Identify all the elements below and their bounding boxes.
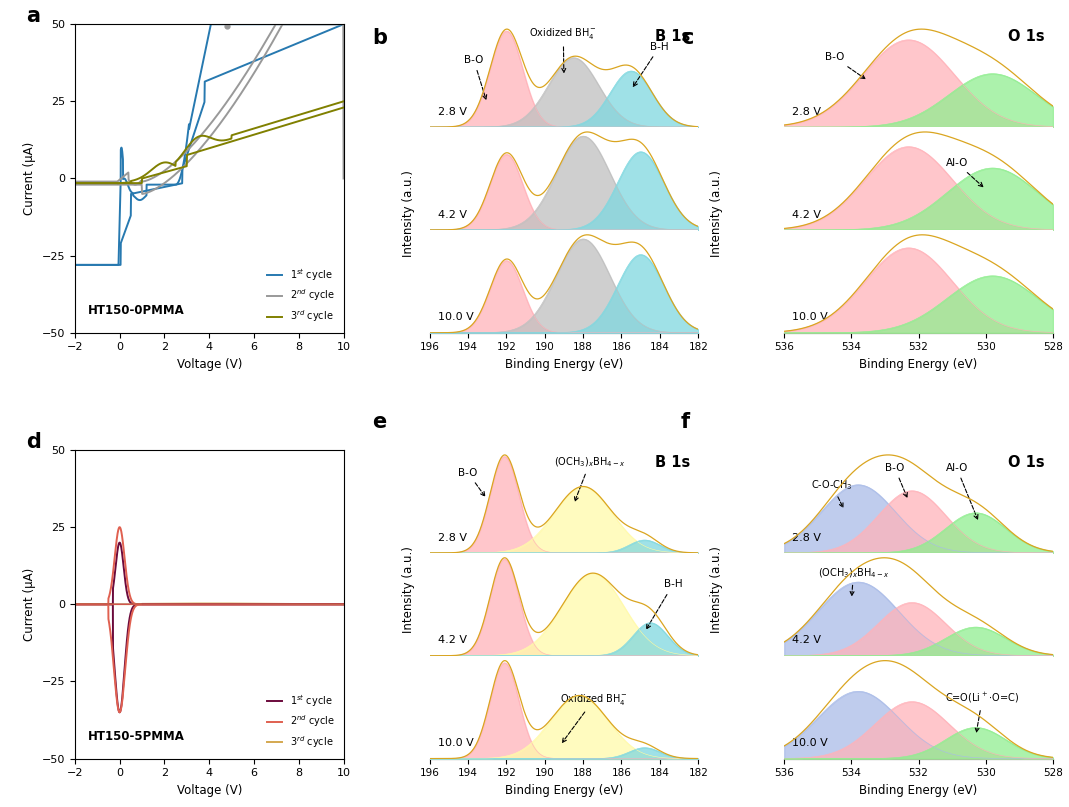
Text: (OCH$_3$)$_x$BH$_{4-x}$: (OCH$_3$)$_x$BH$_{4-x}$ xyxy=(555,455,625,501)
Text: 4.2 V: 4.2 V xyxy=(792,635,821,646)
Text: HT150-5PMMA: HT150-5PMMA xyxy=(89,730,185,743)
Text: d: d xyxy=(27,432,42,451)
Text: 2.8 V: 2.8 V xyxy=(437,107,466,117)
Text: 10.0 V: 10.0 V xyxy=(792,738,828,748)
Text: Intensity (a.u.): Intensity (a.u.) xyxy=(710,546,723,633)
Text: O 1s: O 1s xyxy=(1008,455,1044,470)
Legend: 1$^{st}$ cycle, 2$^{nd}$ cycle, 3$^{rd}$ cycle: 1$^{st}$ cycle, 2$^{nd}$ cycle, 3$^{rd}$… xyxy=(263,263,339,328)
Text: 10.0 V: 10.0 V xyxy=(437,738,474,748)
Text: 4.2 V: 4.2 V xyxy=(437,635,466,646)
Text: B-O: B-O xyxy=(885,462,908,497)
Text: Intensity (a.u.): Intensity (a.u.) xyxy=(710,170,723,257)
Text: B-O: B-O xyxy=(464,55,486,99)
Text: f: f xyxy=(681,412,691,432)
Text: Al-O: Al-O xyxy=(945,158,982,186)
Text: 10.0 V: 10.0 V xyxy=(792,312,828,323)
Text: Oxidized BH$_4^-$: Oxidized BH$_4^-$ xyxy=(529,27,598,73)
Text: B-O: B-O xyxy=(459,468,484,496)
Text: a: a xyxy=(27,6,41,26)
Text: (OCH$_3$)$_x$BH$_{4-x}$: (OCH$_3$)$_x$BH$_{4-x}$ xyxy=(818,567,889,596)
X-axis label: Binding Energy (eV): Binding Energy (eV) xyxy=(859,784,978,797)
X-axis label: Voltage (V): Voltage (V) xyxy=(176,784,242,797)
Text: B-O: B-O xyxy=(824,52,865,78)
Text: 4.2 V: 4.2 V xyxy=(437,210,466,220)
Text: Oxidized BH$_4^-$: Oxidized BH$_4^-$ xyxy=(560,692,628,742)
X-axis label: Binding Energy (eV): Binding Energy (eV) xyxy=(859,358,978,371)
Text: 10.0 V: 10.0 V xyxy=(437,312,474,323)
Legend: 1$^{st}$ cycle, 2$^{nd}$ cycle, 3$^{rd}$ cycle: 1$^{st}$ cycle, 2$^{nd}$ cycle, 3$^{rd}$… xyxy=(263,689,339,754)
Text: B-H: B-H xyxy=(633,42,669,86)
Text: B-H: B-H xyxy=(647,579,682,629)
Text: c: c xyxy=(681,28,694,48)
Text: O 1s: O 1s xyxy=(1008,29,1044,44)
X-axis label: Voltage (V): Voltage (V) xyxy=(176,358,242,371)
Text: C-O-CH$_3$: C-O-CH$_3$ xyxy=(811,478,853,508)
Text: Intensity (a.u.): Intensity (a.u.) xyxy=(402,170,415,257)
Y-axis label: Current (μA): Current (μA) xyxy=(24,567,36,641)
Text: b: b xyxy=(372,28,387,48)
Text: Al-O: Al-O xyxy=(945,462,978,519)
Text: Intensity (a.u.): Intensity (a.u.) xyxy=(402,546,415,633)
Text: e: e xyxy=(372,412,386,432)
Text: 4.2 V: 4.2 V xyxy=(792,210,821,220)
Text: C=O(Li$^+$$\cdot$O=C): C=O(Li$^+$$\cdot$O=C) xyxy=(945,691,1020,732)
Text: HT150-0PMMA: HT150-0PMMA xyxy=(89,304,185,317)
Y-axis label: Current (μA): Current (μA) xyxy=(24,142,36,215)
X-axis label: Binding Energy (eV): Binding Energy (eV) xyxy=(505,358,623,371)
X-axis label: Binding Energy (eV): Binding Energy (eV) xyxy=(505,784,623,797)
Text: 2.8 V: 2.8 V xyxy=(792,107,821,117)
Text: 2.8 V: 2.8 V xyxy=(792,533,821,542)
Text: 2.8 V: 2.8 V xyxy=(437,533,466,542)
Text: B 1s: B 1s xyxy=(655,29,691,44)
Text: B 1s: B 1s xyxy=(655,455,691,470)
